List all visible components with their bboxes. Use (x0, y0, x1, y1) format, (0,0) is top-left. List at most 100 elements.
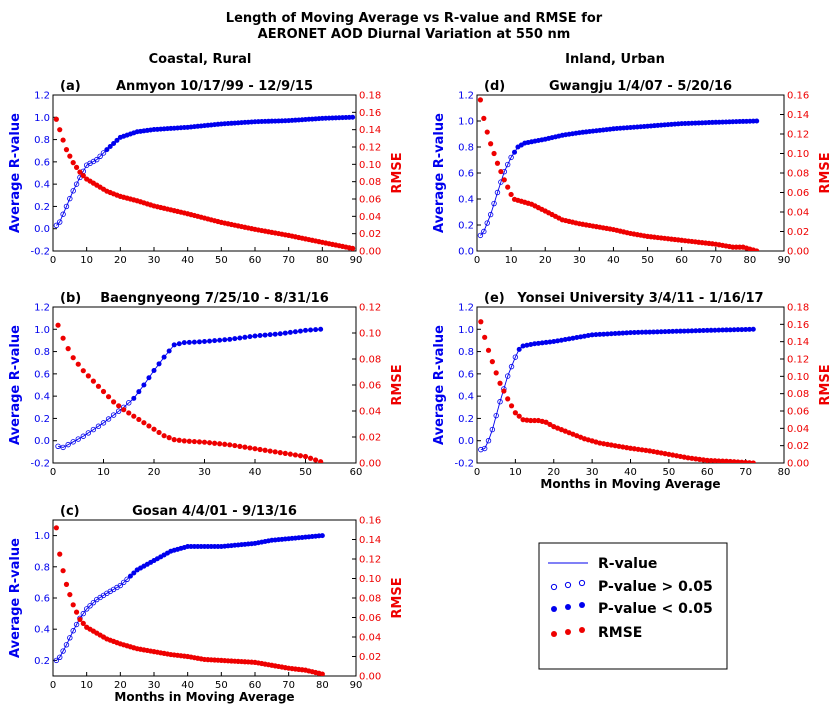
x-tick-label-b-60: 60 (350, 467, 363, 478)
rmse-point-e-13 (524, 417, 530, 423)
r-value-point-filled-e-14 (528, 342, 534, 348)
rmse-point-b-15 (126, 410, 132, 416)
r-value-point-open-b-12 (110, 412, 117, 418)
rmse-point-e-50 (666, 451, 672, 457)
r-value-point-filled-e-21 (555, 338, 561, 344)
r-value-point-filled-e-44 (643, 329, 649, 335)
r-value-point-filled-b-45 (277, 331, 283, 337)
y-right-tick-label-b-0.06: 0.06 (359, 381, 381, 392)
r-value-point-open-b-13 (115, 408, 122, 414)
rmse-point-b-31 (206, 440, 213, 446)
y-right-tick-label-d-0.1: 0.10 (787, 149, 809, 160)
r-value-point-filled-e-29 (585, 333, 591, 339)
r-value-point-filled-e-43 (639, 329, 645, 335)
r-value-point-filled-b-47 (287, 329, 293, 335)
r-value-point-open-d-4 (487, 211, 494, 218)
r-value-point-filled-e-32 (597, 331, 603, 337)
rmse-point-b-17 (136, 416, 142, 423)
x-tick-label-b-0: 0 (50, 467, 56, 478)
r-value-point-filled-b-18 (141, 382, 147, 388)
rmse-point-e-37 (616, 443, 622, 449)
series-r-value-line-d (480, 120, 757, 236)
y-right-tick-label-c-0.12: 0.12 (359, 555, 381, 566)
legend-swatch-rmse-markers (551, 627, 585, 637)
legend-swatch-filled-markers (551, 602, 585, 612)
r-value-point-open-a-2 (57, 219, 63, 225)
rmse-point-e-34 (604, 441, 611, 447)
rmse-point-b-24 (171, 437, 177, 443)
rmse-point-e-10 (512, 410, 518, 416)
x-tick-label-c-40: 40 (181, 680, 194, 691)
rmse-point-e-43 (639, 447, 645, 453)
r-value-point-filled-a-89 (350, 114, 356, 120)
rmse-point-e-42 (635, 446, 641, 452)
rmse-point-b-11 (105, 394, 112, 400)
r-value-point-open-c-21 (120, 579, 127, 586)
r-value-point-filled-e-28 (581, 333, 587, 339)
rmse-point-b-7 (85, 373, 91, 379)
rmse-point-e-6 (497, 380, 503, 386)
rmse-point-b-3 (65, 346, 71, 352)
r-value-point-filled-c-24 (131, 570, 137, 576)
rmse-point-e-49 (662, 451, 668, 457)
y-right-tick-label-c-0.16: 0.16 (359, 516, 381, 527)
rmse-point-b-46 (282, 450, 288, 456)
r-value-point-filled-b-28 (191, 339, 197, 345)
panel-d-data (477, 97, 760, 251)
rmse-point-e-40 (627, 445, 634, 451)
r-value-point-filled-e-39 (624, 330, 630, 336)
x-tick-label-d-70: 70 (709, 255, 722, 266)
r-value-point-open-a-1 (53, 222, 60, 229)
column-title-right: Inland, Urban (565, 52, 665, 67)
rmse-point-b-21 (156, 429, 162, 436)
y-left-tick-label-b-0.8: 0.8 (34, 347, 50, 358)
rmse-point-b-23 (166, 435, 172, 441)
r-value-point-open-c-9 (80, 610, 86, 617)
y-left-tick-label-c-0.6: 0.6 (34, 594, 50, 605)
y-left-tick-label-e-0.8: 0.8 (458, 347, 474, 358)
r-value-point-filled-e-53 (677, 328, 683, 334)
rmse-point-e-59 (700, 457, 707, 463)
r-value-point-filled-b-29 (196, 339, 202, 345)
r-value-point-open-e-10 (512, 354, 519, 360)
rmse-point-e-56 (689, 455, 695, 461)
r-value-point-filled-e-64 (720, 327, 726, 333)
rmse-point-e-61 (708, 457, 714, 463)
r-value-point-filled-e-11 (516, 346, 522, 352)
y-right-label-a: RMSE (390, 152, 405, 193)
x-tick-label-e-80: 80 (778, 467, 791, 478)
figure-title-line-2: AERONET AOD Diurnal Variation at 550 nm (258, 27, 571, 42)
r-value-point-open-a-4 (63, 203, 70, 210)
r-value-point-filled-b-27 (186, 339, 192, 345)
rmse-point-a-89 (350, 245, 356, 251)
rmse-point-e-4 (489, 359, 495, 365)
r-value-point-open-e-8 (505, 373, 511, 379)
y-right-tick-label-d-0.12: 0.12 (787, 130, 809, 141)
y-right-tick-label-d-0.08: 0.08 (787, 169, 809, 180)
y-right-tick-label-a-0.16: 0.16 (359, 108, 381, 119)
r-value-point-filled-b-17 (136, 389, 142, 395)
r-value-point-filled-e-26 (574, 335, 580, 341)
rmse-point-b-9 (95, 383, 102, 389)
rmse-point-b-48 (292, 452, 298, 458)
r-value-point-filled-d-11 (512, 149, 518, 155)
rmse-point-c-2 (57, 551, 63, 557)
r-value-point-filled-a-16 (104, 147, 110, 153)
r-value-point-filled-e-45 (647, 329, 653, 335)
r-value-point-filled-e-27 (578, 334, 584, 340)
rmse-point-b-49 (297, 453, 304, 459)
y-right-tick-label-d-0: 0.00 (787, 247, 809, 258)
r-value-point-open-c-3 (60, 648, 66, 654)
y-left-tick-label-b-0: 0.0 (34, 436, 50, 447)
rmse-point-a-1 (53, 116, 59, 122)
r-value-point-filled-b-36 (232, 336, 238, 342)
r-value-point-open-e-3 (485, 438, 492, 444)
x-tick-label-b-40: 40 (249, 467, 262, 478)
rmse-point-a-4 (63, 147, 70, 153)
y-right-tick-label-c-0.08: 0.08 (359, 594, 381, 605)
r-value-point-open-e-2 (481, 445, 488, 452)
r-value-point-open-e-1 (478, 446, 484, 453)
y-left-tick-label-d-0.4: 0.4 (458, 195, 474, 206)
x-tick-label-b-50: 50 (299, 467, 312, 478)
rmse-point-e-32 (597, 440, 603, 446)
